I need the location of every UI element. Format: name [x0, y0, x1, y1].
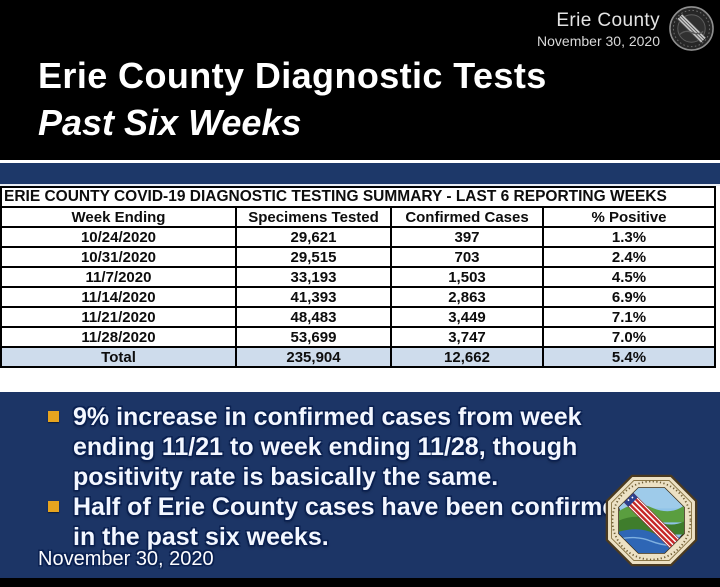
table-row: 11/7/2020 33,193 1,503 4.5%: [0, 266, 717, 288]
cell: 11/14/2020: [0, 286, 237, 308]
table-title-row: ERIE COUNTY COVID-19 DIAGNOSTIC TESTING …: [0, 186, 717, 208]
cell: Confirmed Cases: [390, 206, 544, 228]
cell: 33,193: [235, 266, 392, 288]
corner-header: Erie County November 30, 2020: [537, 5, 715, 52]
cell: 11/7/2020: [0, 266, 237, 288]
corner-date: November 30, 2020: [537, 33, 660, 49]
table-row: 11/21/2020 48,483 3,449 7.1%: [0, 306, 717, 328]
slide-title: Erie County Diagnostic Tests: [38, 55, 547, 96]
cell: 1,503: [390, 266, 544, 288]
cell: Total: [0, 346, 237, 368]
cell: 3,747: [390, 326, 544, 348]
table-row: 11/28/2020 53,699 3,747 7.0%: [0, 326, 717, 348]
cell: 12,662: [390, 346, 544, 368]
table-header-row: Week Ending Specimens Tested Confirmed Cas…: [0, 206, 717, 228]
cell: Week Ending: [0, 206, 237, 228]
bullet-square-icon: [48, 411, 59, 422]
cell: 5.4%: [541, 346, 717, 368]
bullet-item: 9% increase in confirmed cases from week…: [48, 402, 653, 492]
cell: 4.5%: [541, 266, 717, 288]
cell: 2.4%: [541, 246, 717, 268]
cell: 235,904: [235, 346, 392, 368]
table-row: 10/31/2020 29,515 703 2.4%: [0, 246, 717, 268]
corner-brand: Erie County: [556, 10, 660, 31]
cell: 1.3%: [541, 226, 717, 248]
bullet-list: 9% increase in confirmed cases from week…: [48, 402, 653, 552]
bullet-item: Half of Erie County cases have been conf…: [48, 492, 653, 552]
cell: 11/21/2020: [0, 306, 237, 328]
table-section: ERIE COUNTY COVID-19 DIAGNOSTIC TESTING …: [0, 186, 720, 392]
cell: 2,863: [390, 286, 544, 308]
bullet-section: 9% increase in confirmed cases from week…: [0, 392, 720, 578]
footer-date: November 30, 2020: [38, 548, 214, 570]
slide-subtitle: Past Six Weeks: [38, 102, 302, 143]
cell: 53,699: [235, 326, 392, 348]
cell: 29,621: [235, 226, 392, 248]
cell: 703: [390, 246, 544, 268]
cell: 29,515: [235, 246, 392, 268]
cell: 7.0%: [541, 326, 717, 348]
navy-divider-bar: [0, 160, 720, 186]
cell: 10/31/2020: [0, 246, 237, 268]
bullet-text: Half of Erie County cases have been conf…: [73, 493, 632, 551]
table-row: 10/24/2020 29,621 397 1.3%: [0, 226, 717, 248]
table-row: 11/14/2020 41,393 2,863 6.9%: [0, 286, 717, 308]
bottom-bar: [0, 578, 720, 587]
cell: 3,449: [390, 306, 544, 328]
corner-text: Erie County November 30, 2020: [537, 10, 660, 49]
cell: 397: [390, 226, 544, 248]
testing-summary-table: ERIE COUNTY COVID-19 DIAGNOSTIC TESTING …: [0, 186, 717, 368]
cell: Specimens Tested: [235, 206, 392, 228]
erie-county-seal-icon: [669, 6, 714, 51]
title-block: Erie County Diagnostic Tests Past Six We…: [38, 56, 547, 143]
cell: % Positive: [541, 206, 717, 228]
cell: 48,483: [235, 306, 392, 328]
bullet-text: 9% increase in confirmed cases from week…: [73, 403, 582, 491]
table-title: ERIE COUNTY COVID-19 DIAGNOSTIC TESTING …: [0, 186, 717, 208]
cell: 10/24/2020: [0, 226, 237, 248]
cell: 7.1%: [541, 306, 717, 328]
cell: 6.9%: [541, 286, 717, 308]
cell: 41,393: [235, 286, 392, 308]
erie-county-seal-icon-color: [605, 474, 698, 567]
cell: 11/28/2020: [0, 326, 237, 348]
table-total-row: Total 235,904 12,662 5.4%: [0, 346, 717, 368]
top-section: Erie County November 30, 2020 Erie Count…: [0, 0, 720, 160]
bullet-square-icon: [48, 501, 59, 512]
